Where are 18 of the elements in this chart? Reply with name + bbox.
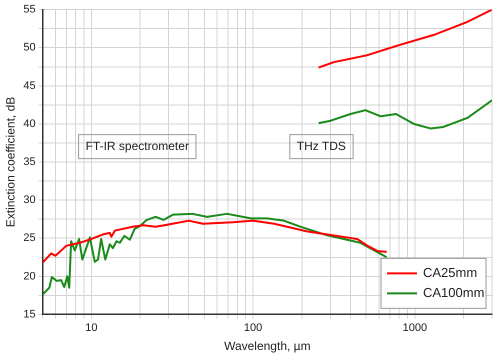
- y-tick-label: 30: [23, 194, 36, 206]
- annotation: THz TDS: [296, 138, 346, 153]
- x-tick-label: 10: [85, 322, 98, 334]
- x-tick-label: 100: [244, 322, 262, 334]
- legend-label: CA100mm: [423, 284, 484, 300]
- y-tick-label: 20: [23, 270, 36, 282]
- annotation: FT-IR spectrometer: [86, 138, 189, 153]
- y-tick-label: 40: [23, 118, 36, 130]
- y-tick-label: 25: [23, 232, 36, 244]
- y-tick-label: 35: [23, 156, 36, 168]
- y-axis-title: Extinction coefficient, dB: [4, 96, 18, 228]
- x-tick-label: 1000: [402, 322, 428, 334]
- y-tick-label: 50: [23, 42, 36, 54]
- x-axis-title: Wavelength, µm: [224, 339, 311, 354]
- y-tick-label: 45: [23, 80, 36, 92]
- y-tick-label: 55: [23, 4, 36, 16]
- y-tick-label: 15: [23, 308, 36, 320]
- legend-label: CA25mm: [423, 264, 478, 280]
